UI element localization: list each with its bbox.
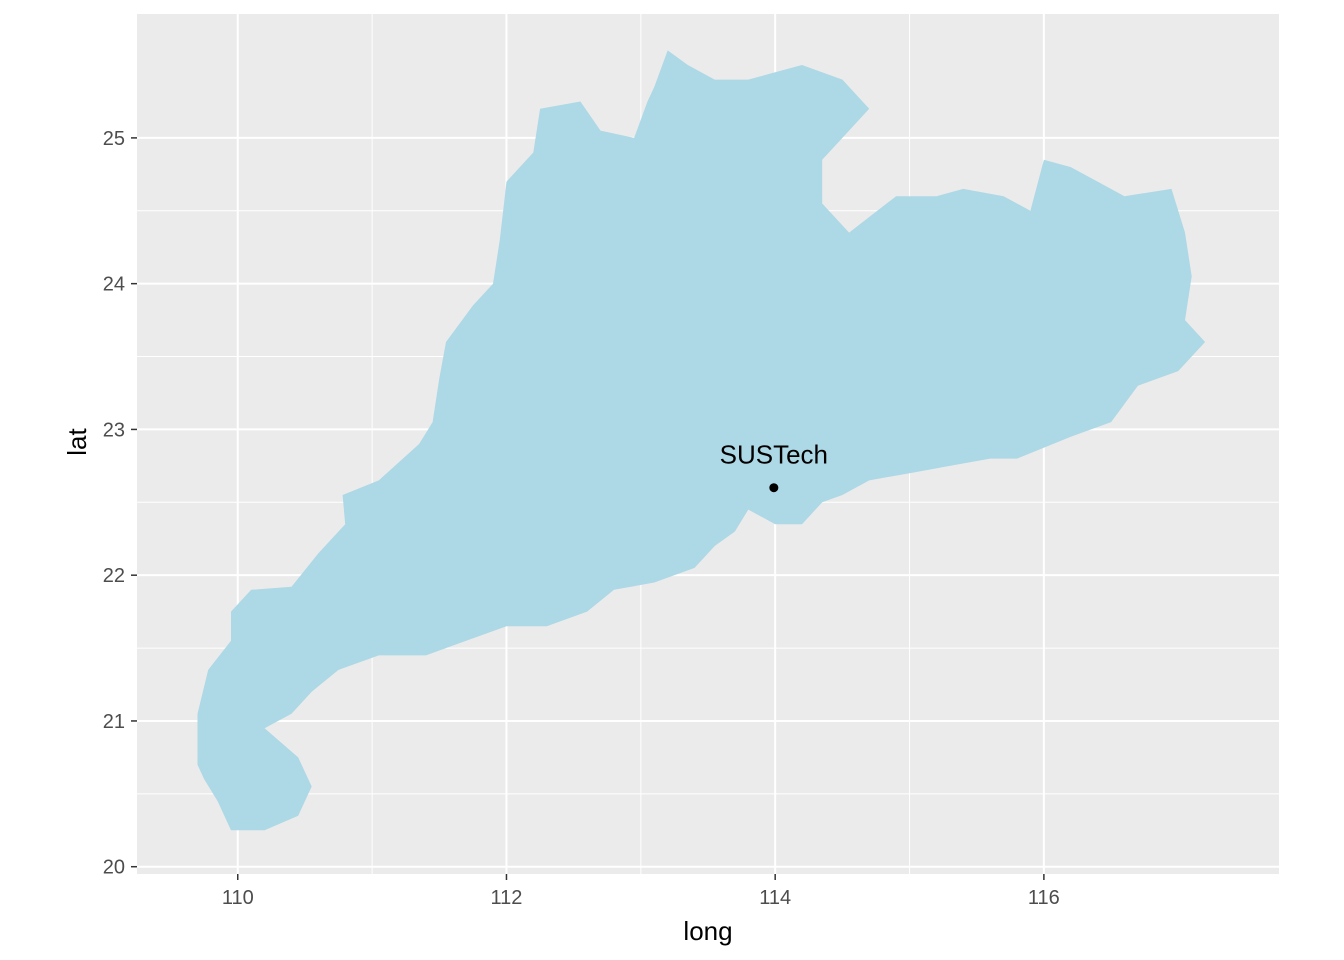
x-tick-label: 116 <box>1028 887 1060 909</box>
x-axis-title: long <box>683 916 732 946</box>
point-layer: SUSTech <box>720 440 828 493</box>
x-tick-label: 114 <box>759 887 791 909</box>
y-tick-label: 23 <box>103 419 125 441</box>
point-label: SUSTech <box>720 440 828 470</box>
x-tick-label: 110 <box>222 887 254 909</box>
x-tick-label: 112 <box>491 887 523 909</box>
y-tick-label: 24 <box>103 274 125 296</box>
guangdong-region <box>197 50 1206 831</box>
y-axis-title: lat <box>62 427 92 455</box>
y-tick-label: 22 <box>103 565 125 587</box>
y-tick-label: 20 <box>103 857 125 879</box>
axis-ticks: 110 112 114 116 20 21 22 23 24 25 <box>103 128 1060 909</box>
point-marker <box>769 483 779 493</box>
y-tick-label: 21 <box>103 711 125 733</box>
y-tick-label: 25 <box>103 128 125 150</box>
